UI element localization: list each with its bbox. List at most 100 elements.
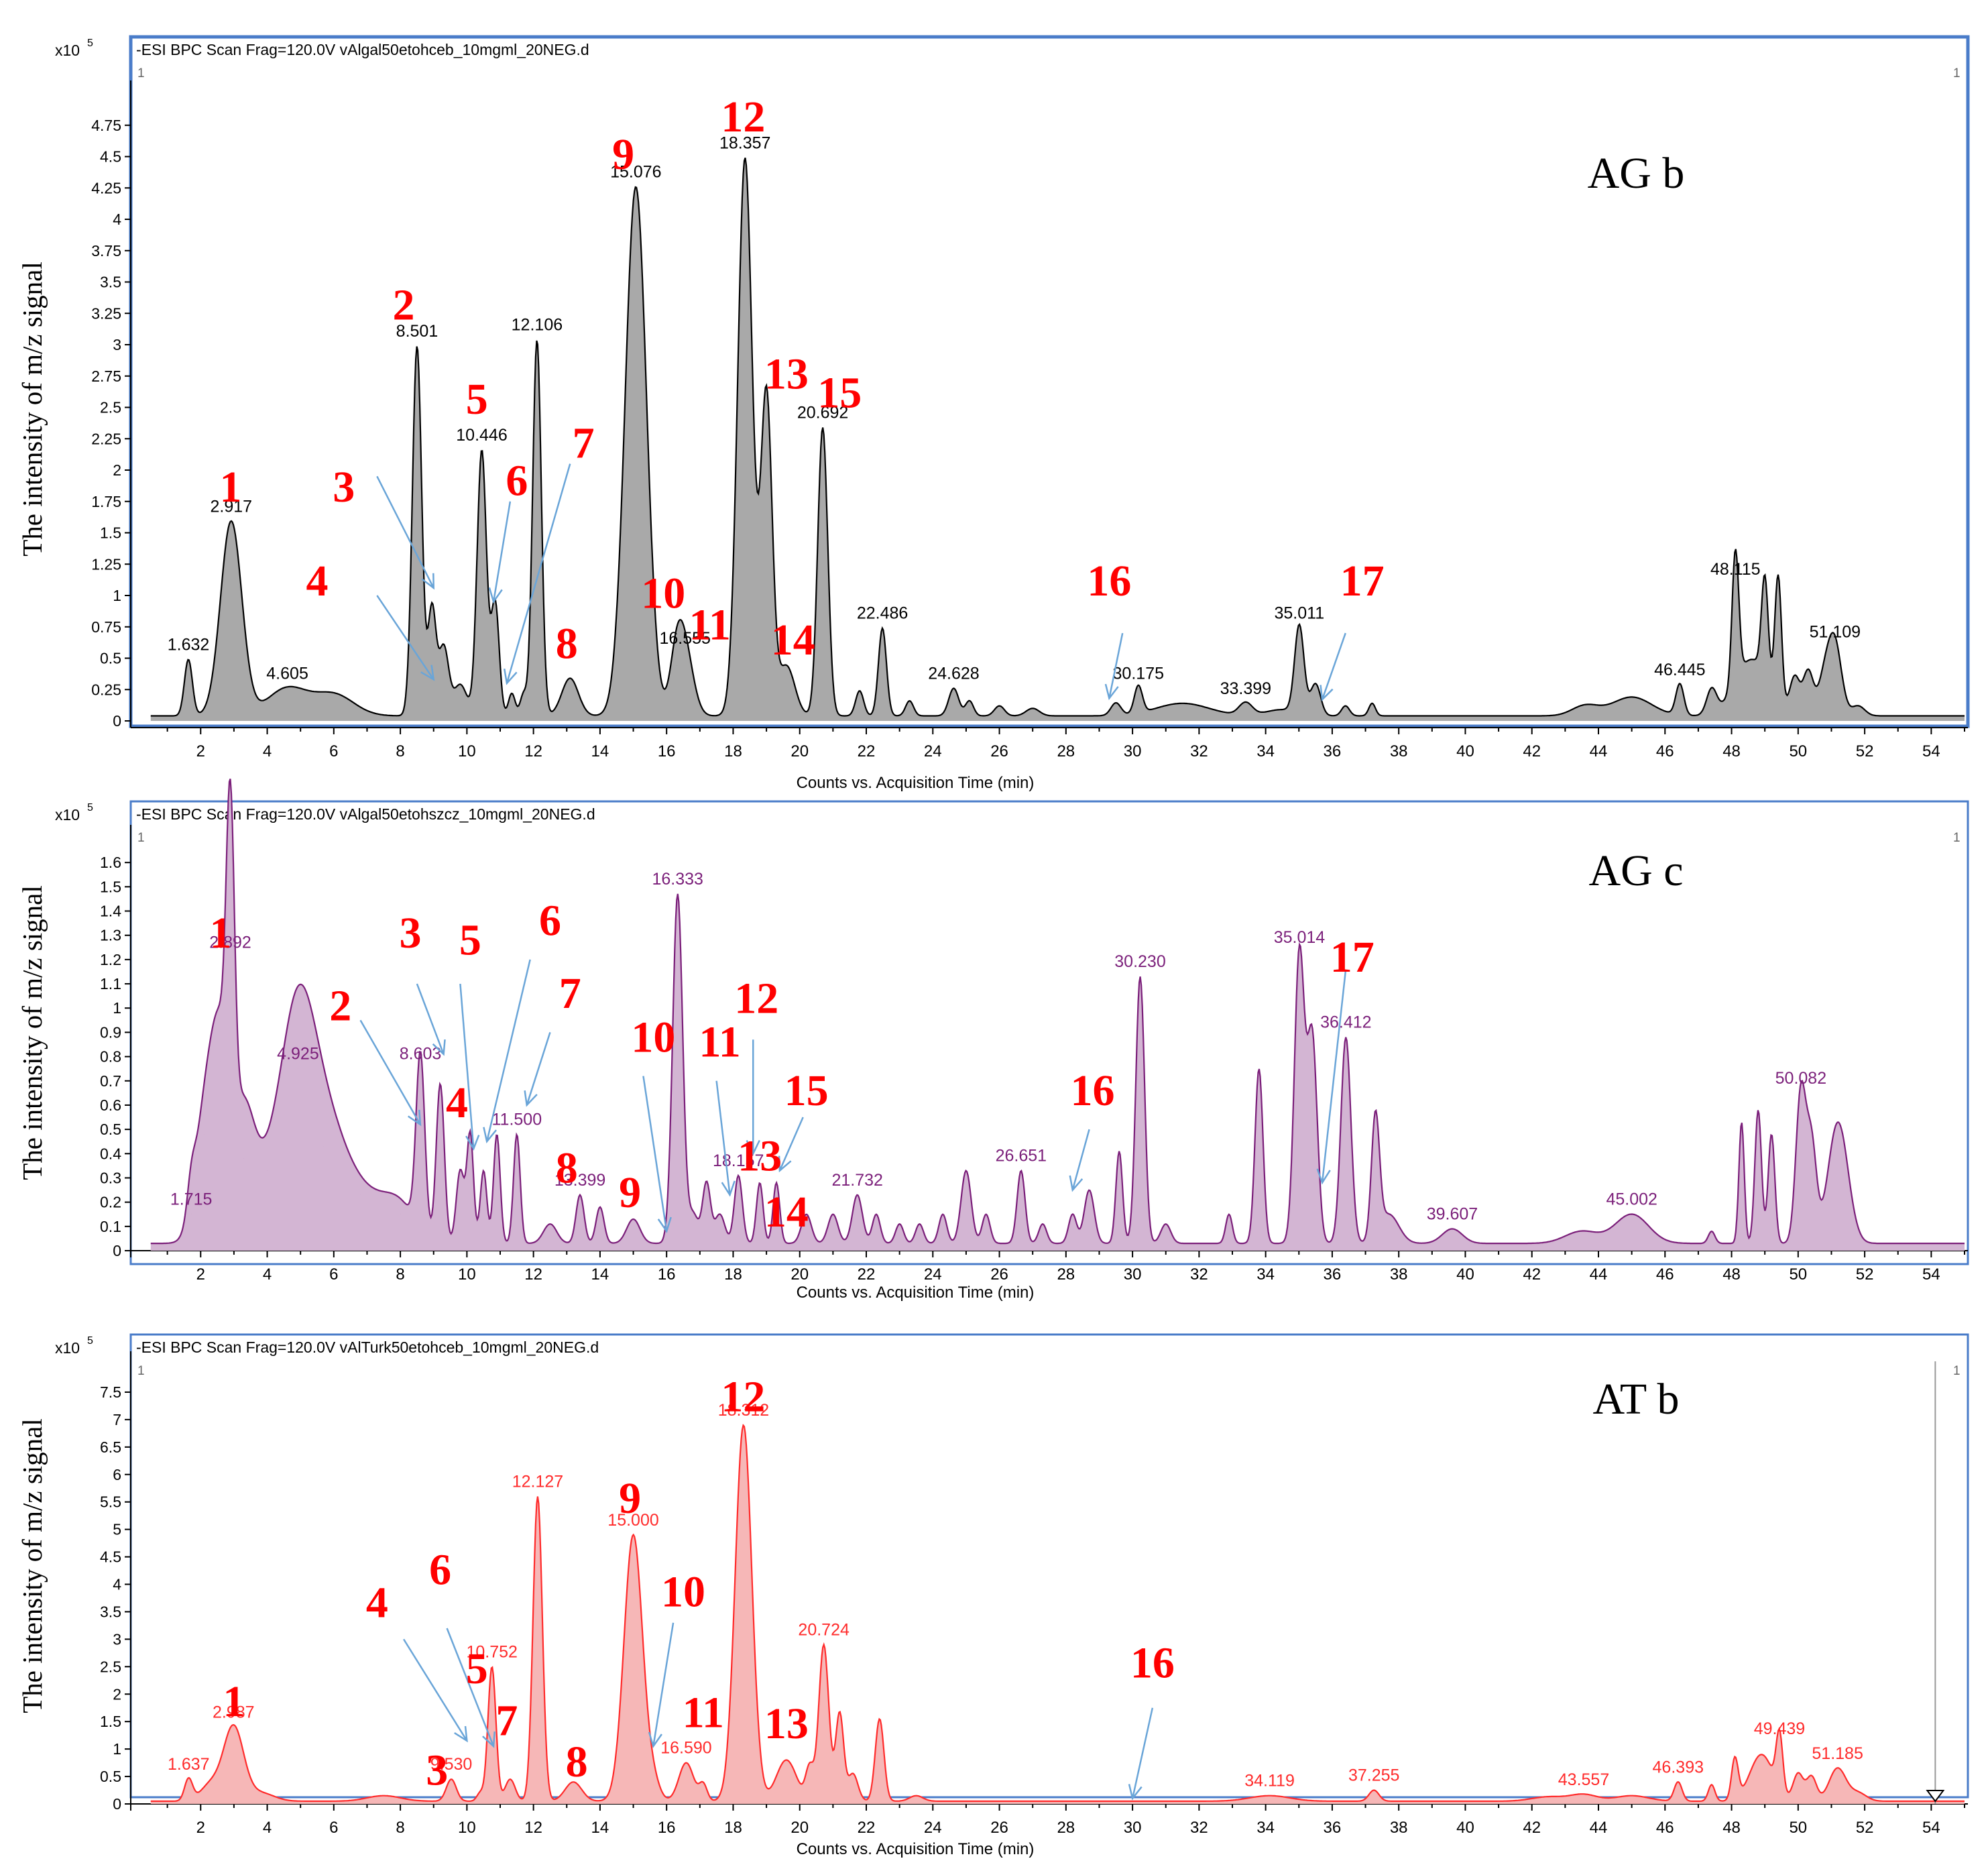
x-tick-label: 6	[329, 1819, 338, 1837]
compound-number: 4	[446, 1078, 468, 1127]
x-tick-label: 16	[658, 1265, 676, 1284]
y-tick-label: 4	[113, 1576, 121, 1593]
x-tick-label: 2	[196, 1819, 205, 1837]
y-tick-label: 0.75	[91, 618, 121, 636]
y-multiplier: x10	[55, 1339, 80, 1357]
signal-area	[151, 1425, 1965, 1804]
x-tick-label: 34	[1256, 742, 1275, 760]
y-multiplier-exponent: 5	[87, 38, 93, 49]
compound-number: 15	[817, 369, 862, 418]
x-axis-label: Counts vs. Acquisition Time (min)	[797, 1840, 1035, 1858]
y-tick-label: 1.4	[100, 903, 121, 920]
x-tick-label: 18	[724, 742, 742, 760]
x-tick-label: 22	[858, 1265, 876, 1284]
compound-number: 7	[559, 969, 581, 1018]
peak-retention-label: 1.637	[168, 1755, 210, 1774]
compound-number: 16	[1071, 1066, 1115, 1115]
compound-number: 6	[506, 456, 528, 505]
y-axis-label: The intensity of m/z signal	[17, 885, 48, 1180]
x-tick-label: 38	[1390, 1265, 1408, 1284]
x-tick-label: 50	[1789, 1265, 1807, 1284]
y-tick-label: 7.5	[100, 1383, 121, 1401]
peak-retention-label: 12.127	[512, 1473, 563, 1491]
compound-number: 10	[631, 1013, 675, 1062]
x-tick-label: 30	[1124, 1819, 1142, 1837]
signal-line	[151, 1425, 1965, 1801]
peak-retention-label: 10.446	[456, 426, 507, 445]
x-tick-label: 30	[1124, 1265, 1142, 1284]
compound-number: 11	[683, 1688, 724, 1737]
x-tick-label: 10	[458, 1265, 476, 1284]
x-tick-label: 12	[524, 1265, 542, 1284]
peak-retention-label: 12.106	[512, 316, 563, 335]
x-tick-label: 4	[263, 1819, 272, 1837]
peak-retention-label: 43.557	[1558, 1770, 1609, 1789]
x-tick-label: 40	[1456, 1265, 1474, 1284]
compound-number: 17	[1330, 933, 1375, 982]
corner-label-left: 1	[137, 831, 145, 845]
y-tick-label: 3.5	[100, 1603, 121, 1620]
x-tick-label: 20	[791, 742, 809, 760]
compound-number: 10	[661, 1567, 705, 1616]
x-tick-label: 26	[990, 742, 1008, 760]
x-tick-label: 44	[1590, 1819, 1608, 1837]
compound-number: 11	[699, 1018, 740, 1067]
x-axis-label: Counts vs. Acquisition Time (min)	[797, 1284, 1035, 1302]
x-tick-label: 28	[1057, 1265, 1075, 1284]
panel-frame	[131, 801, 1968, 1264]
peak-retention-label: 1.715	[170, 1190, 213, 1209]
sample-label: AG b	[1588, 149, 1685, 198]
y-multiplier-exponent: 5	[87, 802, 93, 813]
x-tick-label: 50	[1789, 1819, 1807, 1837]
peak-retention-label: 37.255	[1348, 1766, 1399, 1785]
x-tick-label: 54	[1922, 742, 1940, 760]
cursor-marker	[1927, 1791, 1943, 1801]
x-tick-label: 26	[990, 1819, 1008, 1837]
y-tick-label: 5.5	[100, 1493, 121, 1511]
y-axis-label: The intensity of m/z signal	[17, 262, 48, 557]
x-tick-label: 30	[1124, 742, 1142, 760]
compound-number: 14	[771, 616, 815, 665]
x-tick-label: 36	[1324, 742, 1342, 760]
signal-area	[151, 779, 1965, 1251]
compound-number: 12	[721, 1373, 765, 1422]
x-tick-label: 42	[1523, 1265, 1541, 1284]
compound-number: 1	[219, 463, 241, 512]
peak-retention-label: 4.925	[277, 1045, 319, 1064]
compound-number: 6	[539, 897, 561, 946]
y-tick-label: 0.8	[100, 1048, 121, 1066]
annotation-arrow	[653, 1623, 673, 1746]
x-tick-label: 38	[1390, 742, 1408, 760]
peak-retention-label: 34.119	[1244, 1772, 1295, 1791]
y-tick-label: 0.3	[100, 1169, 121, 1186]
y-tick-label: 0	[113, 712, 121, 730]
y-tick-label: 1	[113, 1740, 121, 1758]
y-tick-label: 0.1	[100, 1218, 121, 1235]
x-tick-label: 28	[1057, 742, 1075, 760]
compound-number: 3	[399, 909, 421, 958]
compound-number: 6	[429, 1546, 451, 1595]
y-tick-label: 4.75	[91, 117, 121, 134]
annotation-arrow	[1132, 1708, 1153, 1799]
y-tick-label: 6	[113, 1466, 121, 1483]
x-tick-label: 8	[396, 1819, 404, 1837]
x-tick-label: 10	[458, 1819, 476, 1837]
compound-number: 8	[556, 620, 578, 669]
compound-number: 3	[333, 463, 355, 512]
x-tick-label: 44	[1590, 1265, 1608, 1284]
y-tick-label: 0.5	[100, 1121, 121, 1138]
chart-title: -ESI BPC Scan Frag=120.0V vAlgal50etohce…	[136, 41, 589, 58]
peak-retention-label: 11.500	[492, 1110, 542, 1129]
x-tick-label: 22	[858, 742, 876, 760]
x-tick-label: 6	[329, 1265, 338, 1284]
peak-retention-label: 20.724	[798, 1621, 850, 1640]
peak-retention-label: 35.014	[1274, 928, 1326, 947]
x-tick-label: 54	[1922, 1819, 1940, 1837]
y-tick-label: 0.6	[100, 1096, 121, 1114]
sample-label: AG c	[1588, 846, 1683, 895]
y-tick-label: 2.25	[91, 430, 121, 447]
annotation-arrow	[780, 1117, 803, 1171]
x-tick-label: 34	[1256, 1819, 1275, 1837]
compound-number: 7	[573, 418, 595, 467]
